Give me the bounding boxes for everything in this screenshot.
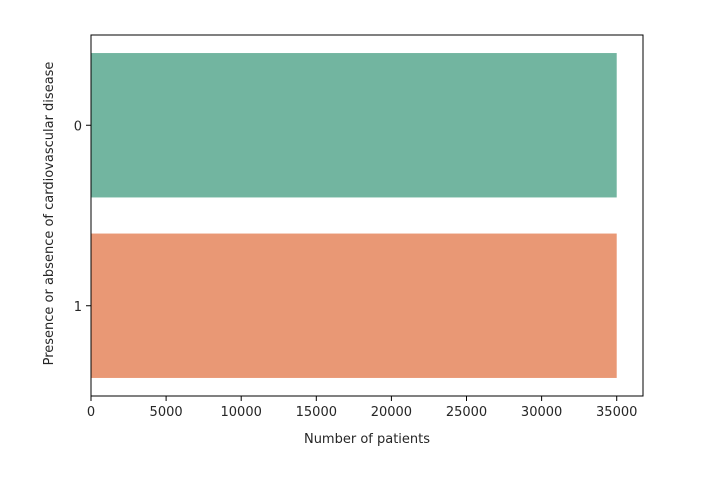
bar-0 [91, 53, 617, 198]
x-tick-label: 25000 [446, 405, 487, 420]
y-tick-label: 0 [74, 119, 82, 134]
bars-layer [91, 53, 617, 378]
x-axis: 0 5000 10000 15000 20000 25000 30000 35000 [87, 396, 637, 420]
x-tick-label: 20000 [371, 405, 412, 420]
x-axis-label: Number of patients [304, 432, 430, 447]
plot-frame [90, 34, 644, 397]
x-tick-label: 0 [87, 405, 95, 420]
x-tick-label: 15000 [296, 405, 337, 420]
x-tick-label: 5000 [150, 405, 183, 420]
x-tick-label: 35000 [596, 405, 637, 420]
y-axis: 01 [74, 119, 91, 315]
y-tick-label: 1 [74, 300, 82, 315]
bar-1 [91, 233, 617, 378]
x-tick-label: 30000 [521, 405, 562, 420]
y-axis-label: Presence or absence of cardiovascular di… [42, 62, 57, 366]
x-tick-label: 10000 [221, 405, 262, 420]
